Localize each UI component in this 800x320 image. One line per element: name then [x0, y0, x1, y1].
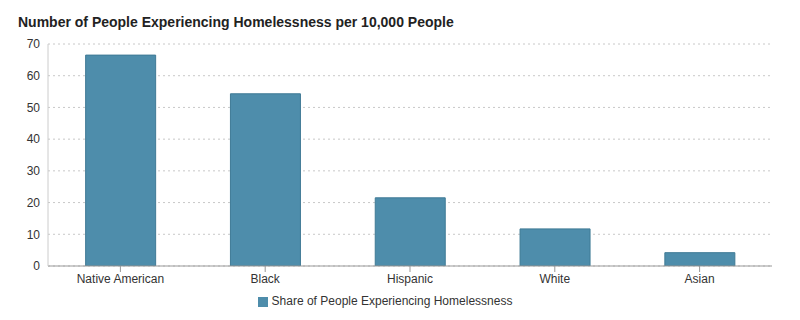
svg-text:30: 30 — [27, 164, 41, 178]
svg-text:20: 20 — [27, 196, 41, 210]
svg-text:Hispanic: Hispanic — [387, 272, 433, 286]
svg-text:50: 50 — [27, 101, 41, 115]
svg-text:10: 10 — [27, 228, 41, 242]
svg-text:60: 60 — [27, 69, 41, 83]
svg-text:40: 40 — [27, 132, 41, 146]
html-text:Number of People Experiencing: Number of People Experiencing Homelessne… — [18, 14, 454, 30]
svg-text:Native American: Native American — [77, 272, 164, 286]
html-text:Share of People Experiencing H: Share of People Experiencing Homelessnes… — [271, 294, 513, 308]
svg-text:Asian: Asian — [685, 272, 715, 286]
svg-text:70: 70 — [27, 37, 41, 51]
svg-text:Black: Black — [251, 272, 281, 286]
svg-text:White: White — [539, 272, 570, 286]
svg-text:0: 0 — [33, 259, 40, 273]
